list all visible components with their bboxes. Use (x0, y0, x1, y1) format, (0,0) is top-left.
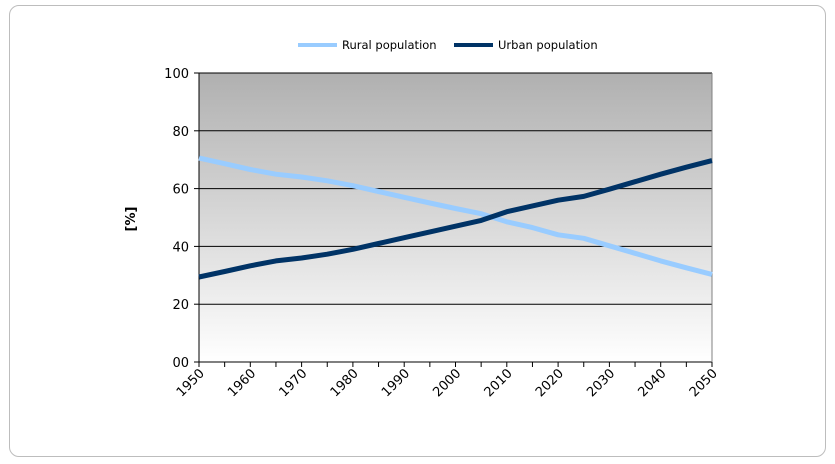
plot-area (199, 73, 712, 362)
x-tick-label: 2010 (482, 366, 516, 400)
x-tick-label: 2020 (533, 366, 567, 400)
x-tick-label: 2000 (430, 366, 464, 400)
rural-population-line (198, 155, 713, 277)
y-axis-ticks: 00 20 40 60 80 100 (164, 67, 199, 371)
y-tick-label: 20 (172, 298, 189, 313)
y-tick-label: 100 (164, 67, 189, 82)
grid-lines (199, 72, 712, 305)
y-tick-label: 80 (172, 125, 189, 140)
x-tick-label: 1990 (379, 366, 413, 400)
x-tick-label: 2030 (584, 366, 618, 400)
x-tick-label: 1960 (225, 366, 259, 400)
x-tick-label: 1980 (328, 366, 362, 400)
y-tick-label: 60 (172, 183, 189, 198)
y-tick-label: 00 (172, 356, 189, 371)
urban-population-line (198, 158, 713, 280)
series-lines (198, 155, 713, 280)
legend-label-rural: Rural population (342, 38, 437, 52)
x-tick-label: 2050 (687, 366, 721, 400)
x-axis-ticks: 1950 1960 1970 1980 1990 2000 2010 2020 2030 2040… (174, 362, 721, 400)
legend-label-urban: Urban population (498, 38, 598, 52)
x-tick-label: 1950 (174, 366, 208, 400)
y-axis-label: [%] (124, 207, 139, 232)
x-tick-label: 2040 (636, 366, 670, 400)
legend: Rural population Urban population (298, 38, 598, 52)
x-tick-label: 1970 (276, 366, 310, 400)
y-tick-label: 40 (172, 240, 189, 255)
